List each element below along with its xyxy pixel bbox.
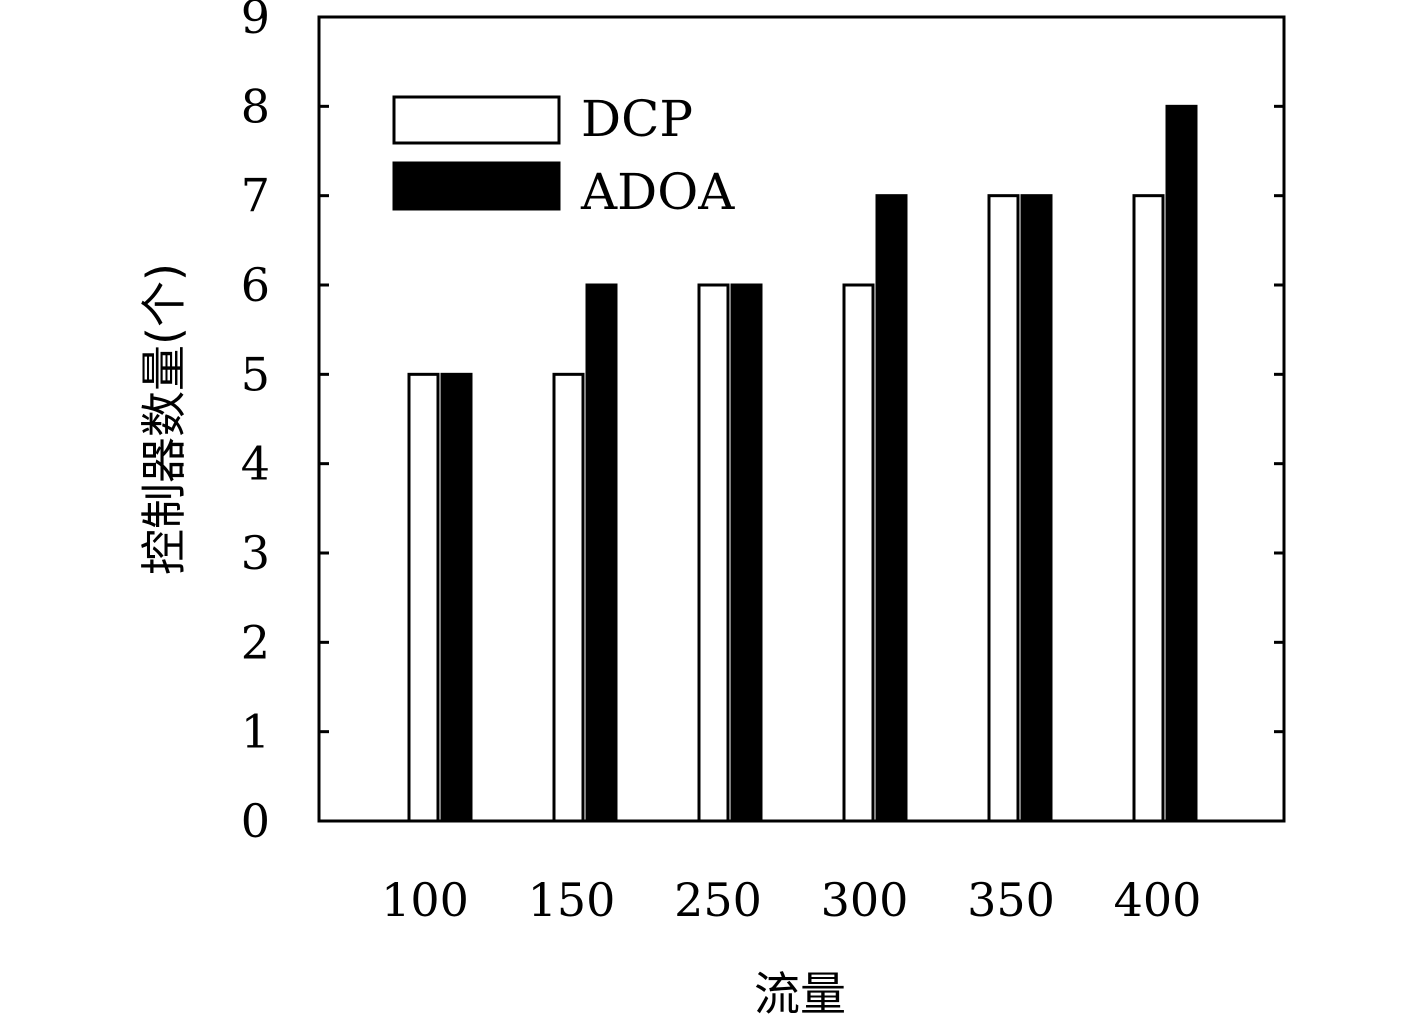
y-tick-label: 9 (241, 0, 270, 44)
x-tick-label: 100 (381, 873, 469, 927)
x-tick-label: 300 (821, 873, 909, 927)
x-tick-label: 350 (967, 873, 1055, 927)
bar-adoa-250 (730, 283, 763, 823)
bar-dcp-250 (697, 283, 730, 823)
bar-adoa-300 (875, 194, 908, 823)
bar-dcp-300 (842, 283, 875, 823)
x-tick-label: 400 (1114, 873, 1202, 927)
bars-layer (407, 104, 1198, 823)
x-axis-title: 流量 (754, 967, 846, 1021)
y-tick-label: 1 (241, 705, 270, 759)
bar-adoa-350 (1020, 194, 1053, 823)
bar-dcp-150 (552, 372, 585, 823)
y-tick-label: 6 (241, 258, 270, 312)
bar-adoa-400 (1165, 104, 1198, 823)
legend-label-adoa: ADOA (580, 163, 735, 221)
legend-swatch-adoa (392, 161, 561, 211)
legend-swatch-dcp (392, 95, 561, 145)
legend: DCP ADOA (392, 90, 735, 221)
bar-dcp-400 (1132, 194, 1165, 823)
bar-adoa-150 (585, 283, 618, 823)
y-tick-label: 7 (241, 169, 270, 223)
x-tick-label: 150 (528, 873, 616, 927)
plot-frame (317, 15, 1286, 823)
y-tick-label: 3 (241, 526, 270, 580)
legend-label-dcp: DCP (581, 90, 693, 148)
y-axis-title: 控制器数量(个) (137, 263, 191, 575)
x-tick-label: 250 (674, 873, 762, 927)
y-tick-label: 5 (241, 347, 270, 401)
bar-dcp-100 (407, 372, 440, 823)
y-tick-label: 8 (241, 79, 270, 133)
bar-adoa-100 (440, 372, 473, 823)
y-tick-label: 2 (241, 615, 270, 669)
y-tick-label: 4 (241, 437, 270, 491)
x-axis-ticks: 100 150 250 300 350 400 (381, 873, 1201, 927)
bar-dcp-350 (987, 194, 1020, 823)
y-axis-ticks: 0 1 2 3 4 5 6 7 8 9 (241, 0, 1284, 848)
y-tick-label: 0 (241, 794, 270, 848)
